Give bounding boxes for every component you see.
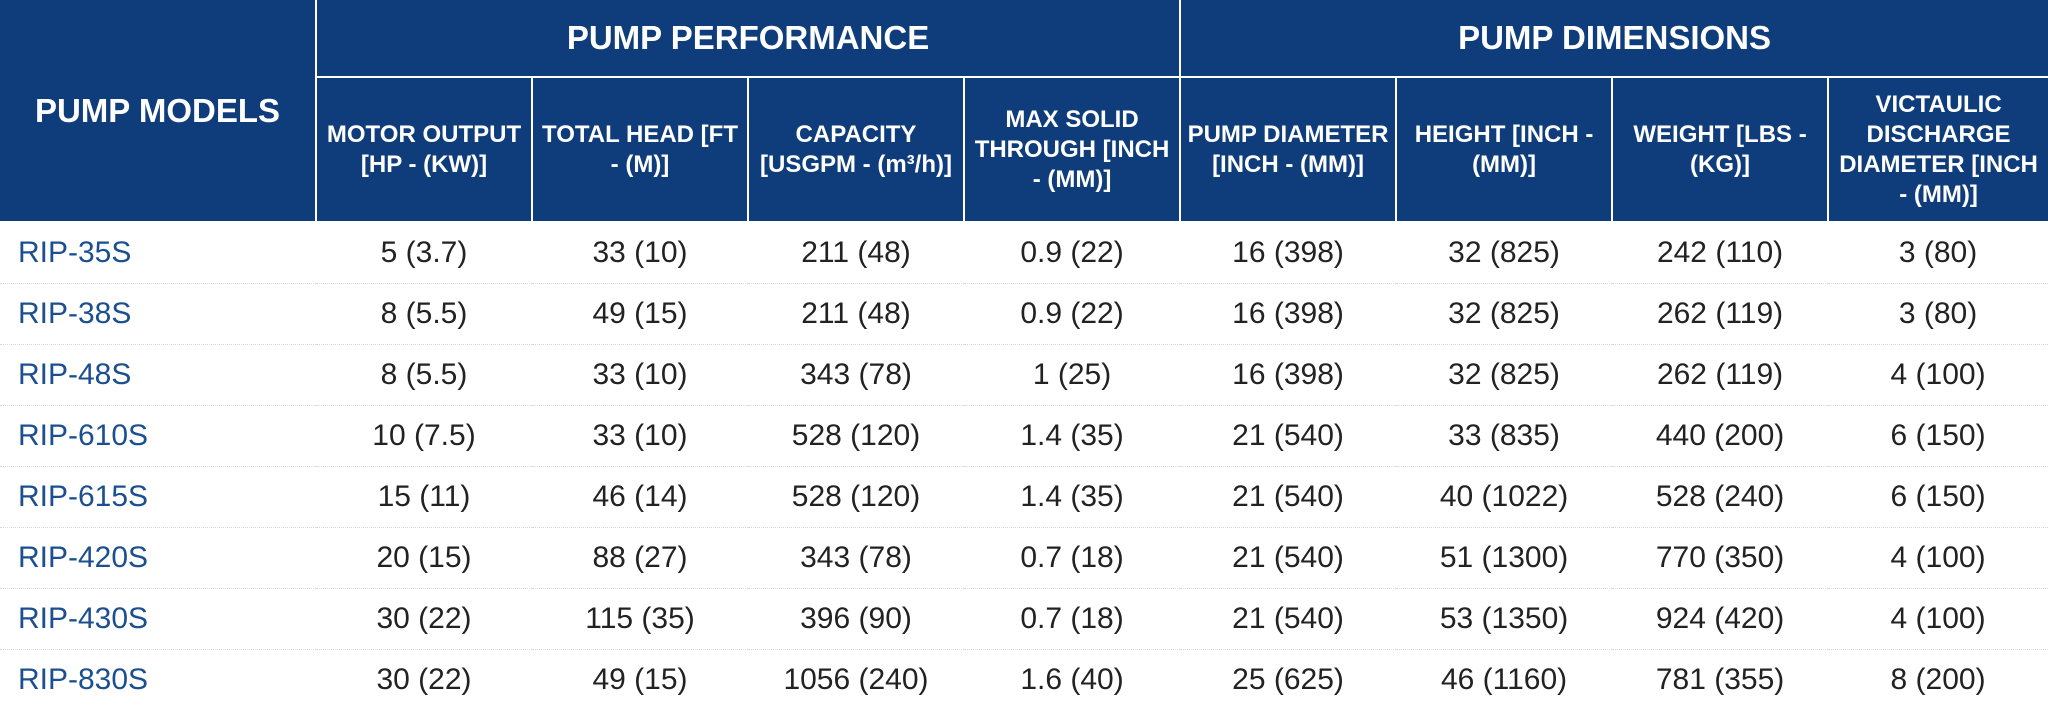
pump-diameter-cell: 21 (540) <box>1180 405 1397 467</box>
motor-output-cell: 20 (15) <box>316 527 532 589</box>
max-solid-cell: 1.6 (40) <box>964 649 1181 710</box>
capacity-cell: 343 (78) <box>748 344 964 406</box>
table-row: RIP-830S 30 (22) 49 (15) 1056 (240) 1.6 … <box>0 649 2048 710</box>
pump-diameter-cell: 21 (540) <box>1180 588 1397 650</box>
weight-cell: 440 (200) <box>1612 405 1829 467</box>
height-cell: 33 (835) <box>1396 405 1613 467</box>
max-solid-cell: 1 (25) <box>964 344 1181 406</box>
height-cell: 51 (1300) <box>1396 527 1613 589</box>
model-cell: RIP-38S <box>0 283 316 345</box>
capacity-cell: 528 (120) <box>748 405 964 467</box>
motor-output-cell: 8 (5.5) <box>316 344 532 406</box>
motor-output-cell: 5 (3.7) <box>316 222 532 284</box>
weight-cell: 262 (119) <box>1612 283 1829 345</box>
column-header-weight: WEIGHT [LBS - (KG)] <box>1612 77 1830 223</box>
weight-cell: 528 (240) <box>1612 466 1829 528</box>
table-row: RIP-38S 8 (5.5) 49 (15) 211 (48) 0.9 (22… <box>0 283 2048 345</box>
discharge-diameter-cell: 4 (100) <box>1828 588 2048 650</box>
table-header: PUMP MODELS PUMP PERFORMANCE PUMP DIMENS… <box>0 0 2048 223</box>
motor-output-cell: 15 (11) <box>316 466 532 528</box>
weight-cell: 262 (119) <box>1612 344 1829 406</box>
model-cell: RIP-430S <box>0 588 316 650</box>
max-solid-cell: 0.7 (18) <box>964 527 1181 589</box>
motor-output-cell: 8 (5.5) <box>316 283 532 345</box>
discharge-diameter-cell: 6 (150) <box>1828 466 2048 528</box>
header-group-row: PUMP MODELS PUMP PERFORMANCE PUMP DIMENS… <box>0 0 2048 223</box>
model-cell: RIP-420S <box>0 527 316 589</box>
total-head-cell: 49 (15) <box>532 283 748 345</box>
pump-performance-header: PUMP PERFORMANCE <box>316 0 1182 78</box>
discharge-diameter-cell: 4 (100) <box>1828 344 2048 406</box>
pump-diameter-cell: 16 (398) <box>1180 222 1397 284</box>
height-cell: 32 (825) <box>1396 222 1613 284</box>
max-solid-cell: 0.9 (22) <box>964 283 1181 345</box>
column-header-pump-diameter: PUMP DIAMETER [INCH - (MM)] <box>1180 77 1398 223</box>
capacity-cell: 1056 (240) <box>748 649 964 710</box>
total-head-cell: 88 (27) <box>532 527 748 589</box>
model-cell: RIP-615S <box>0 466 316 528</box>
discharge-diameter-cell: 4 (100) <box>1828 527 2048 589</box>
model-cell: RIP-35S <box>0 222 316 284</box>
max-solid-cell: 0.7 (18) <box>964 588 1181 650</box>
total-head-cell: 115 (35) <box>532 588 748 650</box>
table-row: RIP-615S 15 (11) 46 (14) 528 (120) 1.4 (… <box>0 466 2048 528</box>
motor-output-cell: 10 (7.5) <box>316 405 532 467</box>
pump-diameter-cell: 16 (398) <box>1180 344 1397 406</box>
column-header-capacity: CAPACITY [USGPM - (m³/h)] <box>748 77 965 223</box>
column-header-total-head: TOTAL HEAD [FT - (M)] <box>532 77 749 223</box>
table-row: RIP-420S 20 (15) 88 (27) 343 (78) 0.7 (1… <box>0 527 2048 589</box>
model-cell: RIP-610S <box>0 405 316 467</box>
total-head-cell: 33 (10) <box>532 405 748 467</box>
column-header-victaulic-discharge-diameter: VICTAULIC DISCHARGE DIAMETER [INCH - (MM… <box>1828 77 2048 223</box>
capacity-cell: 211 (48) <box>748 283 964 345</box>
height-cell: 32 (825) <box>1396 344 1613 406</box>
capacity-cell: 211 (48) <box>748 222 964 284</box>
total-head-cell: 33 (10) <box>532 344 748 406</box>
pump-models-header: PUMP MODELS <box>0 0 317 223</box>
weight-cell: 924 (420) <box>1612 588 1829 650</box>
table-row: RIP-430S 30 (22) 115 (35) 396 (90) 0.7 (… <box>0 588 2048 650</box>
height-cell: 46 (1160) <box>1396 649 1613 710</box>
capacity-cell: 528 (120) <box>748 466 964 528</box>
discharge-diameter-cell: 6 (150) <box>1828 405 2048 467</box>
table-row: RIP-610S 10 (7.5) 33 (10) 528 (120) 1.4 … <box>0 405 2048 467</box>
discharge-diameter-cell: 8 (200) <box>1828 649 2048 710</box>
total-head-cell: 49 (15) <box>532 649 748 710</box>
pump-diameter-cell: 21 (540) <box>1180 527 1397 589</box>
motor-output-cell: 30 (22) <box>316 649 532 710</box>
motor-output-cell: 30 (22) <box>316 588 532 650</box>
model-cell: RIP-48S <box>0 344 316 406</box>
table-body: RIP-35S 5 (3.7) 33 (10) 211 (48) 0.9 (22… <box>0 222 2048 710</box>
max-solid-cell: 1.4 (35) <box>964 405 1181 467</box>
max-solid-cell: 0.9 (22) <box>964 222 1181 284</box>
height-cell: 32 (825) <box>1396 283 1613 345</box>
model-cell: RIP-830S <box>0 649 316 710</box>
weight-cell: 770 (350) <box>1612 527 1829 589</box>
pump-diameter-cell: 16 (398) <box>1180 283 1397 345</box>
column-header-max-solid-through: MAX SOLID THROUGH [INCH - (MM)] <box>964 77 1182 223</box>
table-row: RIP-48S 8 (5.5) 33 (10) 343 (78) 1 (25) … <box>0 344 2048 406</box>
pump-diameter-cell: 21 (540) <box>1180 466 1397 528</box>
total-head-cell: 33 (10) <box>532 222 748 284</box>
total-head-cell: 46 (14) <box>532 466 748 528</box>
height-cell: 53 (1350) <box>1396 588 1613 650</box>
max-solid-cell: 1.4 (35) <box>964 466 1181 528</box>
column-header-motor-output: MOTOR OUTPUT [HP - (KW)] <box>316 77 533 223</box>
weight-cell: 242 (110) <box>1612 222 1829 284</box>
capacity-cell: 396 (90) <box>748 588 964 650</box>
discharge-diameter-cell: 3 (80) <box>1828 283 2048 345</box>
height-cell: 40 (1022) <box>1396 466 1613 528</box>
table-row: RIP-35S 5 (3.7) 33 (10) 211 (48) 0.9 (22… <box>0 222 2048 284</box>
discharge-diameter-cell: 3 (80) <box>1828 222 2048 284</box>
column-header-height: HEIGHT [INCH - (MM)] <box>1396 77 1614 223</box>
weight-cell: 781 (355) <box>1612 649 1829 710</box>
pump-diameter-cell: 25 (625) <box>1180 649 1397 710</box>
header-column-row: MOTOR OUTPUT [HP - (KW)] TOTAL HEAD [FT … <box>0 77 2048 223</box>
capacity-cell: 343 (78) <box>748 527 964 589</box>
pump-dimensions-header: PUMP DIMENSIONS <box>1180 0 2048 78</box>
